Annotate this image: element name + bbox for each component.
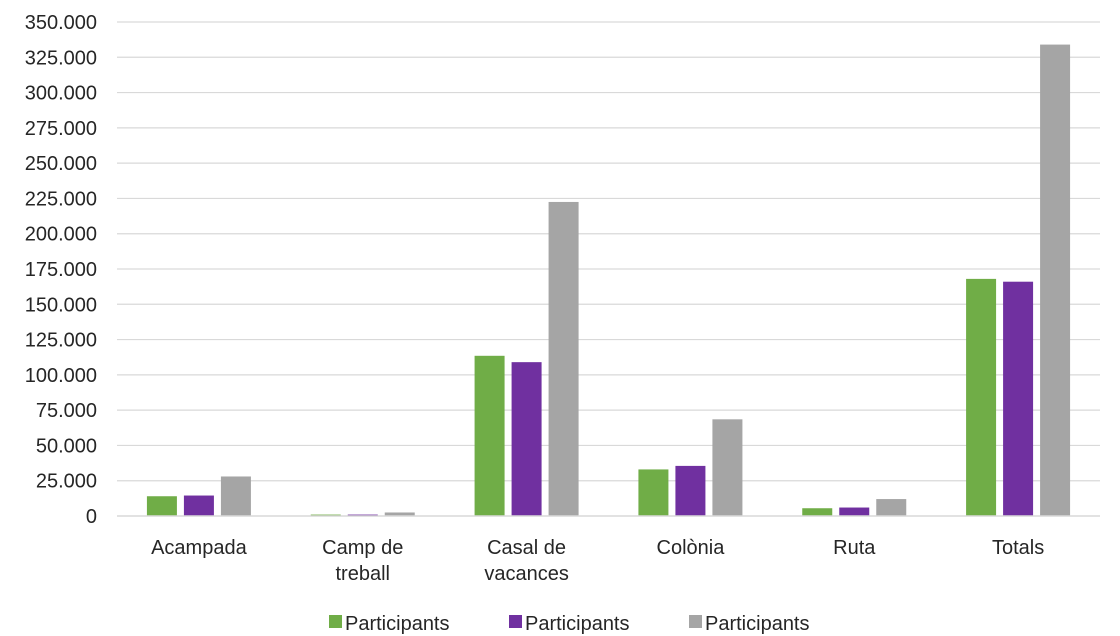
x-category-label: treball (336, 563, 390, 585)
bar-series-1-cat-1 (146, 496, 177, 516)
y-tick-label: 75.000 (36, 400, 97, 422)
y-tick-label: 100.000 (25, 365, 97, 387)
bar-series-3-cat-2 (384, 512, 415, 516)
bar-series-3-cat-1 (220, 476, 251, 516)
bar-series-2-cat-1 (183, 495, 214, 516)
y-tick-label: 25.000 (36, 471, 97, 493)
bar-series-3-cat-3 (548, 201, 579, 516)
bar-series-3-cat-6 (1040, 44, 1071, 516)
legend-label: Participants (345, 613, 450, 635)
y-tick-label: 200.000 (25, 224, 97, 246)
y-tick-label: 0 (86, 506, 97, 528)
y-tick-label: 250.000 (25, 153, 97, 175)
legend: Participants Participants Participants (329, 613, 810, 635)
bar-series-2-cat-5 (839, 507, 870, 516)
legend-label: Participants (705, 613, 810, 635)
y-tick-label: 225.000 (25, 188, 97, 210)
bar-series-1-cat-3 (474, 355, 505, 516)
x-category-label: vacances (484, 563, 569, 585)
bar-series-2-cat-6 (1003, 281, 1034, 516)
y-tick-label: 350.000 (25, 12, 97, 34)
y-tick-label: 175.000 (25, 259, 97, 281)
bar-series-1-cat-4 (638, 469, 669, 516)
bar-series-3-cat-4 (712, 419, 743, 516)
legend-swatch (329, 615, 342, 628)
y-tick-label: 150.000 (25, 294, 97, 316)
legend-swatch (689, 615, 702, 628)
x-category-label: Totals (992, 537, 1044, 559)
gridlines (117, 21, 1100, 482)
bar-series-3-cat-5 (876, 499, 907, 516)
bar-series-1-cat-6 (966, 278, 997, 516)
y-axis-tick-labels: 0 25.000 50.000 75.000 100.000 125.000 150.000… (25, 12, 97, 528)
y-tick-label: 125.000 (25, 330, 97, 352)
x-category-label: Colònia (657, 537, 726, 559)
legend-swatch (509, 615, 522, 628)
bars (146, 44, 1071, 516)
x-category-label: Acampada (151, 537, 247, 559)
bar-series-2-cat-4 (675, 465, 706, 516)
y-tick-label: 50.000 (36, 435, 97, 457)
y-tick-label: 300.000 (25, 83, 97, 105)
bar-series-2-cat-3 (511, 362, 542, 516)
x-category-label: Camp de (322, 537, 403, 559)
y-tick-label: 325.000 (25, 47, 97, 69)
legend-label: Participants (525, 613, 630, 635)
x-category-label: Ruta (833, 537, 876, 559)
y-tick-label: 275.000 (25, 118, 97, 140)
bar-series-1-cat-5 (802, 508, 833, 516)
x-category-label: Casal de (487, 537, 566, 559)
x-axis-category-labels: Acampada Camp de treball Casal de vacances Co… (151, 537, 1044, 585)
